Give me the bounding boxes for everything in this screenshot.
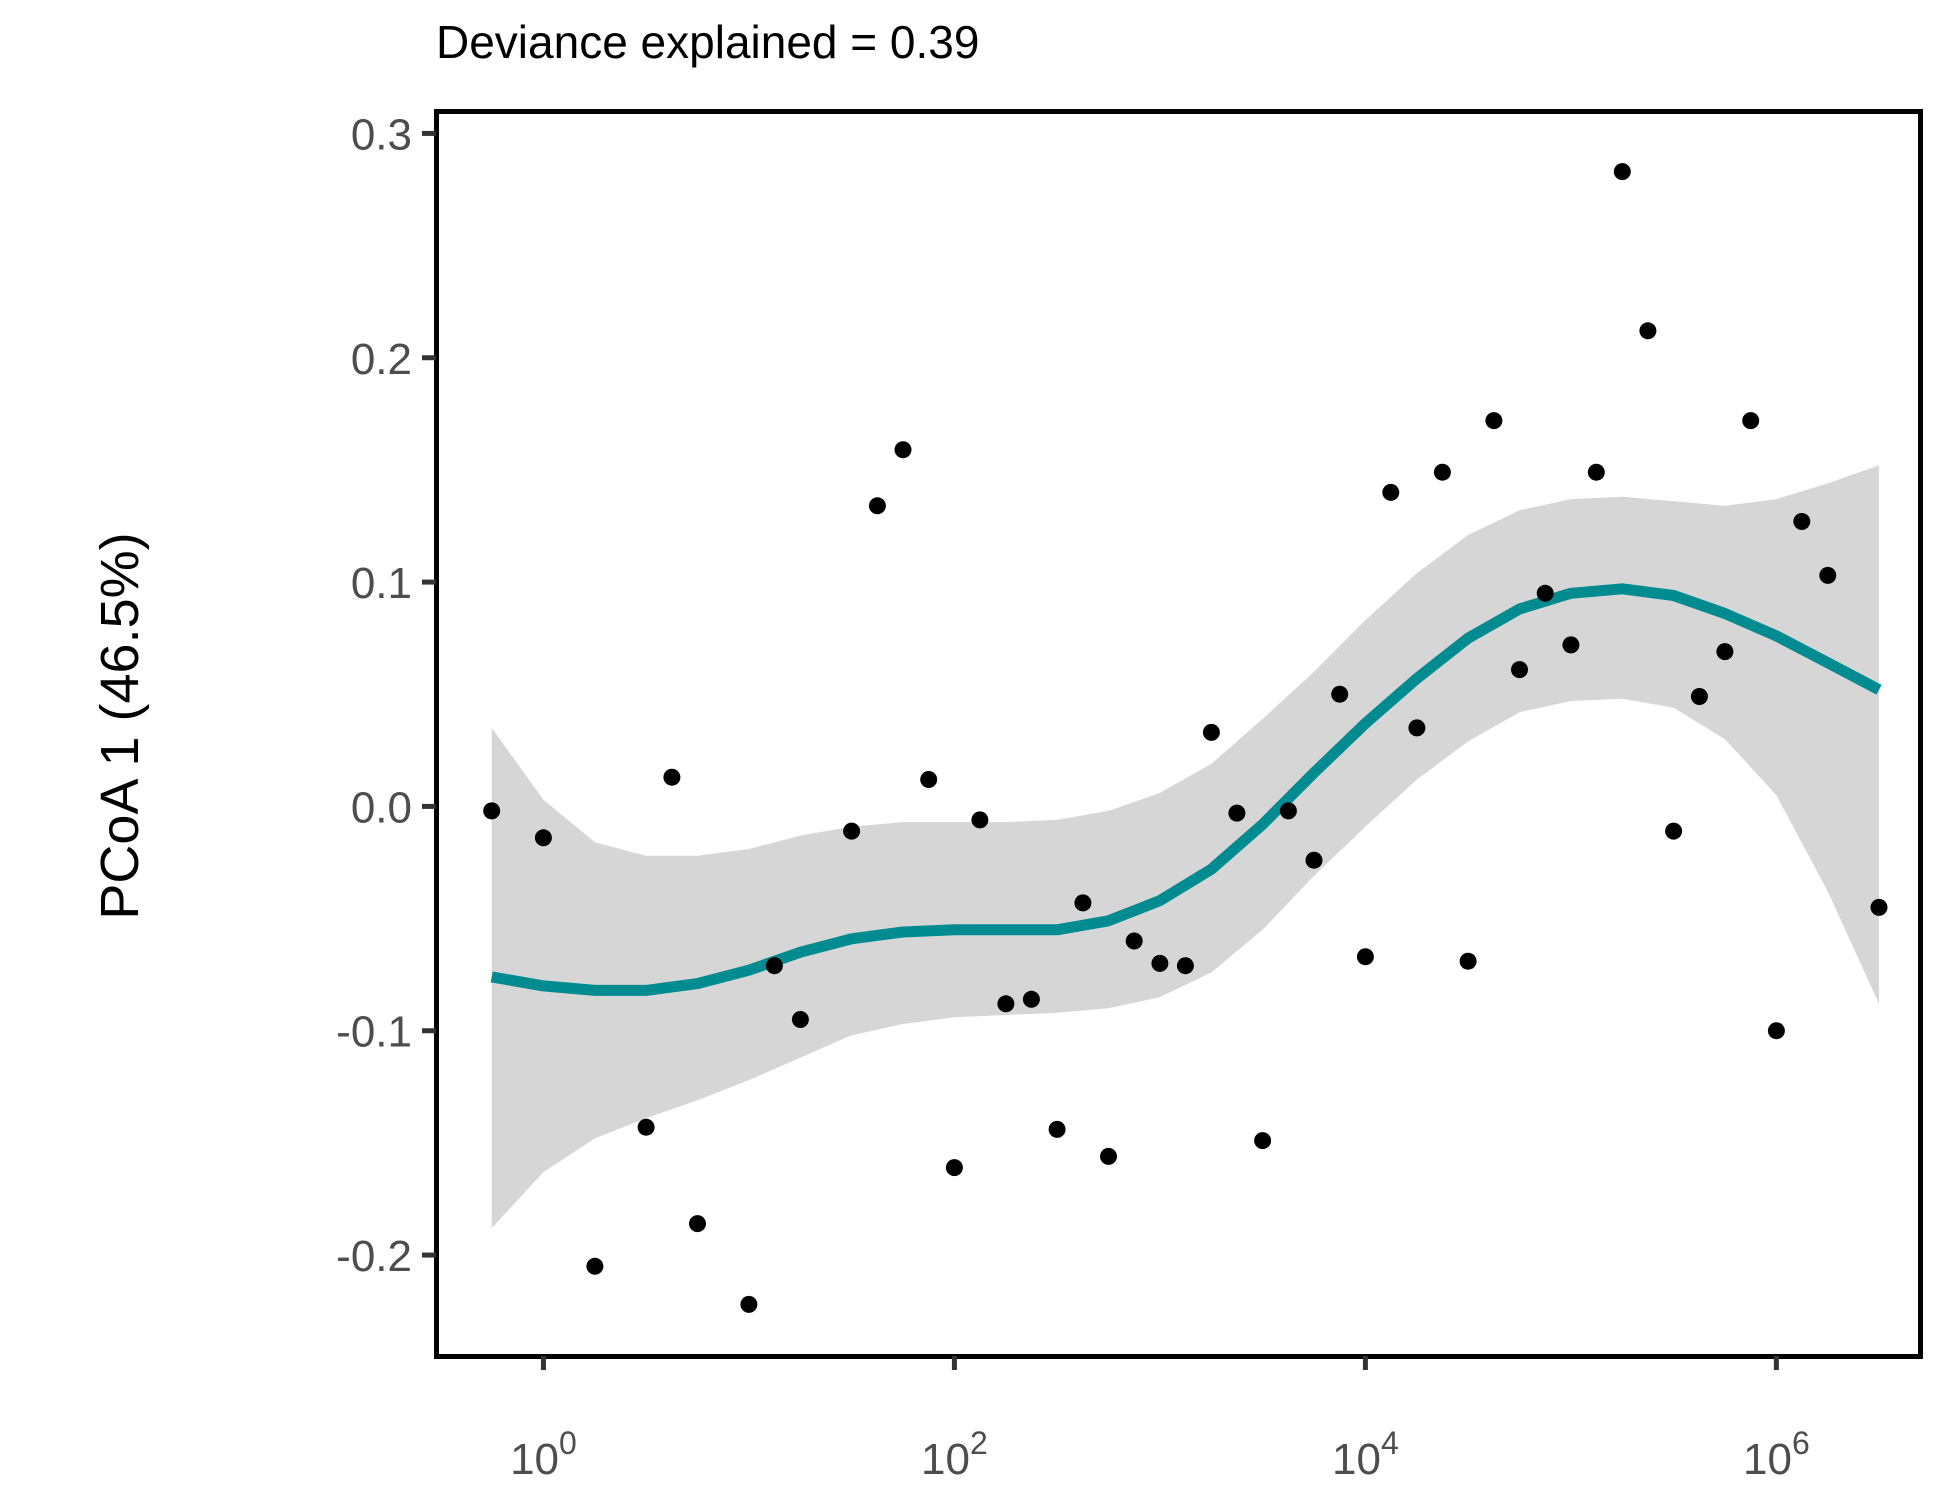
x-tick-label: 104 [1332, 1425, 1399, 1484]
data-point [765, 957, 783, 975]
y-tick-label: -0.1 [336, 1008, 412, 1057]
y-tick-label: 0.0 [351, 783, 412, 832]
data-point [1819, 566, 1837, 584]
data-point [997, 995, 1015, 1013]
data-point [689, 1215, 706, 1233]
plot-frame [434, 109, 1923, 1359]
data-point [663, 768, 681, 786]
data-point [1356, 948, 1374, 966]
data-point [1048, 1120, 1066, 1138]
data-point [1613, 163, 1631, 181]
chart-title: Deviance explained = 0.39 [436, 16, 979, 68]
data-point [1228, 804, 1246, 822]
data-point [637, 1118, 655, 1136]
data-point [1074, 894, 1092, 912]
data-point [1176, 957, 1194, 975]
y-axis-title: PCoA 1 (46.5%) [90, 532, 150, 919]
y-tick-label: -0.2 [336, 1232, 412, 1281]
confidence-band [491, 465, 1880, 1229]
smooth-line [490, 583, 1882, 996]
y-tick-label: 0.3 [351, 110, 412, 159]
data-point [483, 802, 501, 820]
data-point [1459, 952, 1477, 970]
data-point [1639, 322, 1657, 340]
data-point [1408, 719, 1426, 737]
y-axis: 0.3 0.2 0.1 0.0 -0.1 -0.2 [336, 110, 436, 1281]
plot-area [483, 163, 1888, 1313]
data-point [894, 441, 912, 459]
points-layer [483, 163, 1888, 1313]
data-point [534, 829, 552, 847]
data-point [1279, 802, 1297, 820]
data-point [1125, 932, 1143, 950]
data-point [868, 497, 886, 515]
data-point [1665, 822, 1683, 840]
data-point [945, 1159, 963, 1177]
data-point [1254, 1132, 1272, 1150]
data-point [1202, 723, 1220, 741]
data-point [740, 1295, 758, 1313]
data-point [843, 822, 861, 840]
data-point [1382, 483, 1400, 501]
data-point [1690, 688, 1708, 705]
data-point [1022, 990, 1040, 1008]
data-point [1870, 898, 1888, 916]
y-tick-label: 0.2 [351, 335, 412, 384]
x-tick-label: 102 [921, 1425, 988, 1484]
data-point [791, 1011, 809, 1028]
data-point [1151, 954, 1169, 972]
data-point [1587, 463, 1605, 481]
data-point [1331, 685, 1349, 703]
data-point [1433, 463, 1451, 481]
y-tick-label: 0.1 [351, 559, 412, 608]
data-point [920, 771, 938, 788]
data-point [1716, 643, 1734, 661]
data-point [1305, 851, 1323, 869]
data-point [1742, 412, 1760, 430]
x-tick-label: 100 [510, 1425, 577, 1484]
data-point [1511, 661, 1528, 679]
x-axis: 100 102 104 106 [510, 1356, 1810, 1484]
x-tick-label: 106 [1743, 1425, 1810, 1484]
data-point [971, 811, 989, 829]
data-point [1793, 513, 1811, 530]
data-point [586, 1257, 604, 1275]
data-point [1562, 636, 1580, 654]
data-point [1100, 1147, 1117, 1165]
data-point [1767, 1022, 1785, 1040]
data-point [1536, 584, 1554, 602]
data-point [1485, 412, 1503, 430]
